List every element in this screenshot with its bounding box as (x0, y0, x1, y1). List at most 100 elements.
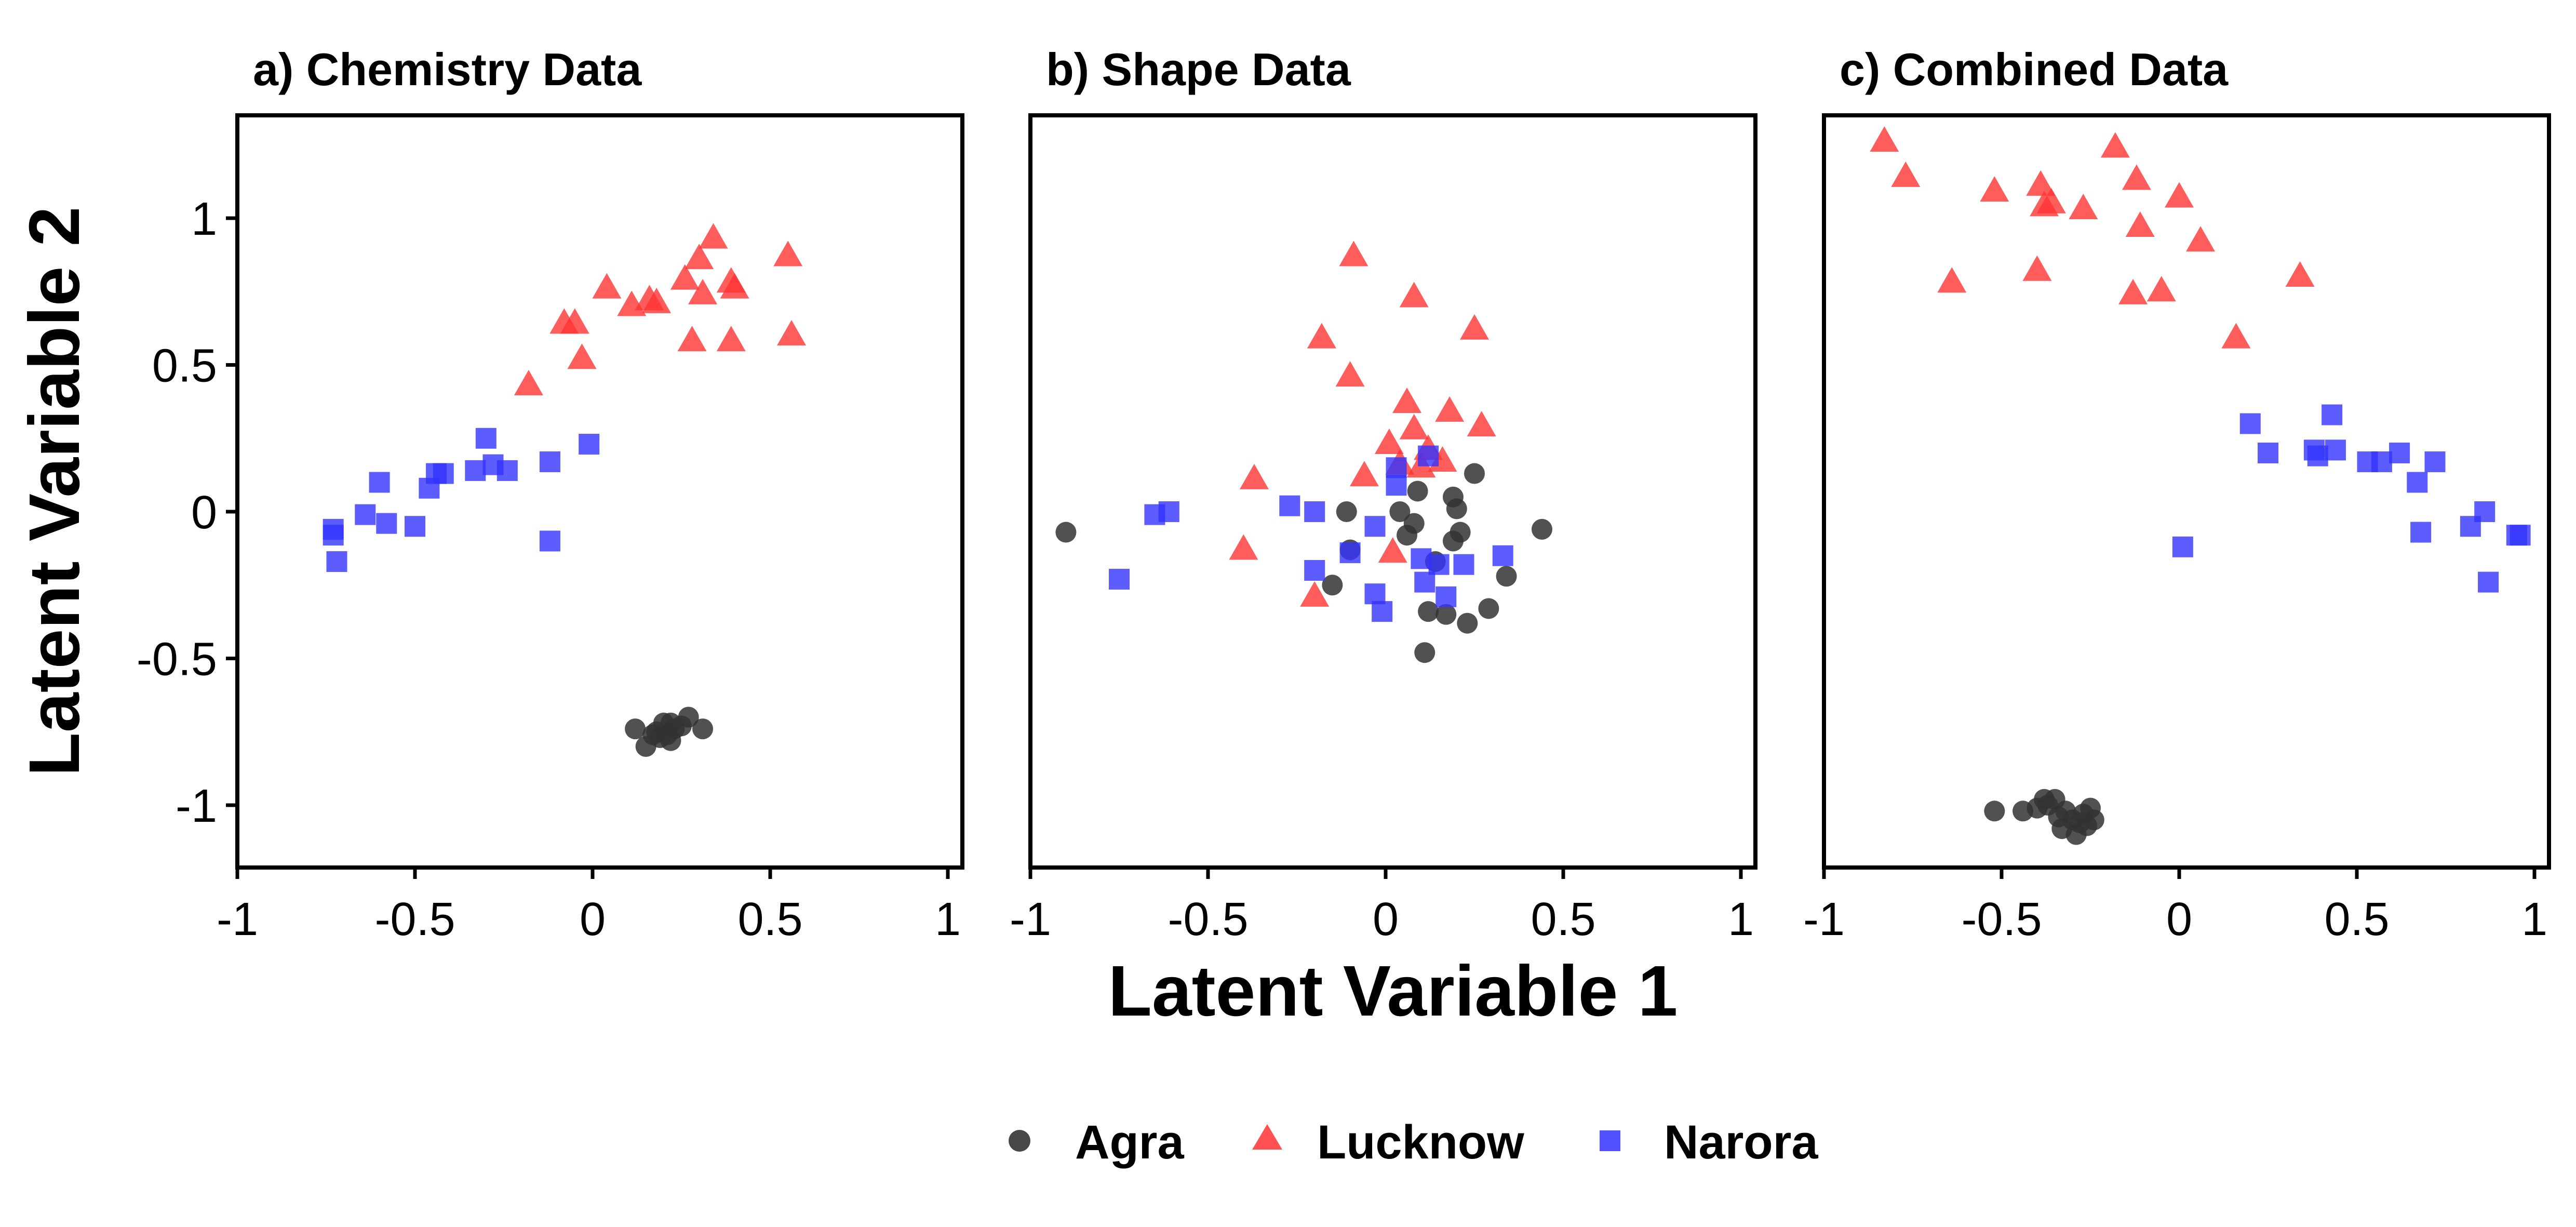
point-narora (2407, 472, 2428, 493)
point-narora (1364, 583, 1386, 605)
y-tick-label: 0.5 (152, 340, 217, 392)
point-agra (2083, 809, 2104, 831)
point-lucknow (2186, 226, 2216, 252)
point-narora (405, 516, 425, 537)
legend-marker-lucknow (1252, 1124, 1282, 1150)
point-agra (1414, 642, 1435, 663)
x-tick-label: -1 (217, 893, 258, 945)
legend: Agra Lucknow Narora (1009, 1116, 1818, 1169)
point-lucknow (1339, 241, 1369, 266)
y-tick-label: -1 (176, 780, 217, 832)
y-tick-label: 1 (191, 193, 217, 245)
x-tick-label: -0.5 (374, 893, 455, 945)
point-narora (1492, 545, 1513, 566)
point-agra (1457, 612, 1478, 634)
point-agra (1055, 522, 1077, 543)
legend-label-agra: Agra (1075, 1116, 1184, 1169)
point-narora (1158, 501, 1179, 522)
point-lucknow (592, 273, 622, 299)
point-lucknow (1460, 314, 1489, 340)
point-narora (539, 530, 560, 552)
point-narora (369, 472, 390, 493)
x-tick-label: 1 (2521, 893, 2547, 945)
point-lucknow (670, 264, 700, 290)
y-axis-title: Latent Variable 2 (15, 207, 95, 777)
point-lucknow (2165, 182, 2194, 208)
panel-a-title: a) Chemistry Data (253, 44, 642, 95)
point-agra (1418, 601, 1439, 622)
point-lucknow (1392, 387, 1422, 413)
x-tick-label: 1 (1728, 893, 1754, 945)
point-lucknow (1300, 581, 1330, 607)
panel-b-frame (1028, 113, 1757, 870)
point-narora (1279, 495, 1300, 516)
point-lucknow (2285, 261, 2315, 287)
x-tick-label: -0.5 (1961, 893, 2042, 945)
point-narora (1453, 554, 1474, 575)
point-narora (2474, 501, 2496, 522)
point-narora (2258, 443, 2278, 463)
point-lucknow (773, 241, 803, 266)
x-tick-label: 0.5 (1531, 893, 1595, 945)
point-lucknow (642, 287, 672, 313)
point-narora (1372, 601, 1393, 622)
panel-c-frame (1822, 113, 2551, 870)
point-agra (692, 718, 714, 740)
point-narora (1411, 548, 1432, 569)
x-tick-label: 0 (1373, 893, 1399, 945)
point-narora (465, 460, 486, 481)
x-tick-label: 0.5 (737, 893, 802, 945)
point-lucknow (2221, 323, 2251, 349)
point-narora (323, 518, 344, 540)
point-lucknow (688, 278, 718, 304)
point-narora (2307, 445, 2328, 466)
point-lucknow (1374, 429, 1404, 455)
point-narora (2389, 443, 2410, 463)
point-narora (2478, 571, 2499, 593)
point-lucknow (2118, 278, 2148, 304)
panel-a-frame (235, 113, 964, 870)
point-agra (1403, 513, 1425, 534)
point-agra (1389, 501, 1411, 522)
point-narora (326, 551, 347, 572)
point-lucknow (2022, 255, 2052, 281)
point-narora (1386, 475, 1407, 496)
x-axis-title: Latent Variable 1 (1108, 951, 1678, 1031)
y-tick-label: -0.5 (137, 634, 217, 686)
point-agra (1478, 598, 1499, 619)
point-narora (2510, 525, 2531, 546)
x-tick-label: 0 (580, 893, 606, 945)
point-lucknow (685, 244, 714, 270)
point-narora (2410, 522, 2432, 543)
point-agra (1322, 575, 1343, 596)
axis-ticks: -1 -0.5 0 0.5 1 -1 -0.5 0 0.5 1 -1 -0.5 0 0.5 1 1 0.5 0 -0… (137, 193, 2547, 945)
x-tick-label: -0.5 (1168, 893, 1248, 945)
point-lucknow (1891, 161, 1921, 187)
point-agra (1496, 566, 1517, 587)
x-tick-label: 1 (935, 893, 961, 945)
point-narora (1304, 560, 1325, 581)
x-tick-label: -1 (1803, 893, 1845, 945)
point-lucknow (2069, 194, 2098, 220)
point-narora (1418, 445, 1439, 466)
legend-marker-agra (1009, 1130, 1030, 1152)
point-agra (1531, 518, 1552, 540)
point-agra (649, 727, 670, 749)
point-agra (1336, 501, 1357, 522)
point-lucknow (1307, 323, 1336, 349)
point-narora (1435, 586, 1457, 607)
point-lucknow (1435, 396, 1465, 422)
point-lucknow (1349, 461, 1379, 487)
point-narora (2371, 451, 2392, 472)
point-narora (2325, 439, 2346, 461)
point-lucknow (2026, 170, 2056, 196)
point-narora (1304, 501, 1325, 522)
point-lucknow (720, 273, 749, 299)
point-agra (1984, 801, 2005, 822)
point-agra (1435, 604, 1457, 625)
point-narora (376, 513, 397, 534)
point-agra (625, 718, 646, 740)
point-lucknow (2125, 211, 2155, 237)
point-lucknow (2122, 164, 2151, 190)
